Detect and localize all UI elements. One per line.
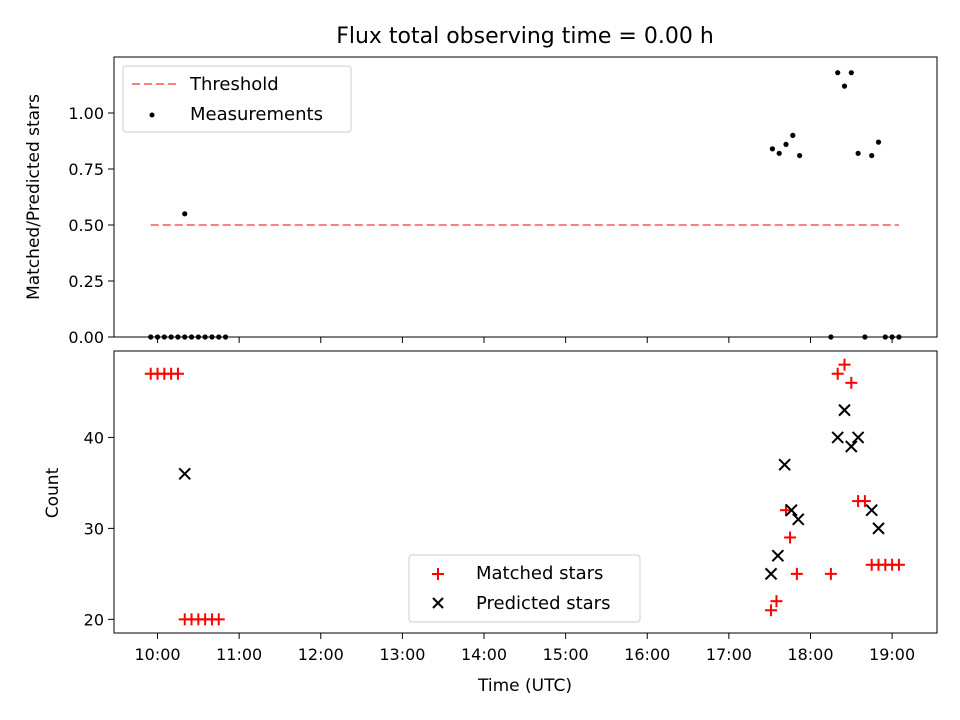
predicted-star-point (845, 440, 858, 453)
matched-star-point (845, 376, 858, 389)
measurement-point (769, 146, 776, 152)
bottom-ytick-label: 20 (84, 610, 104, 629)
bottom-xtick-label: 19:00 (869, 645, 915, 664)
measurement-point (841, 83, 848, 89)
top-ytick-label: 0.75 (68, 160, 104, 179)
bottom-xlabel: Time (UTC) (477, 676, 572, 696)
bottom-ytick-label: 40 (84, 428, 104, 447)
measurement-point (869, 152, 875, 159)
bottom-xtick-label: 14:00 (461, 645, 507, 664)
bottom-xtick-label: 13:00 (379, 645, 425, 664)
matched-star-point (784, 531, 797, 544)
top-yticks: 0.00 0.25 0.50 0.75 1.00 (68, 104, 114, 347)
top-title: Flux total observing time = 0.00 h (336, 24, 714, 49)
bottom-xtick-label: 15:00 (543, 645, 589, 664)
top-legend: Threshold Measurements (122, 65, 352, 133)
measurement-point (783, 141, 789, 147)
bottom-xtick-label: 11:00 (216, 645, 262, 664)
measurement-point (776, 150, 782, 156)
bottom-xtick-label: 10:00 (134, 645, 180, 664)
matched-star-point (824, 567, 837, 580)
bottom-xtick-label: 16:00 (624, 645, 670, 664)
measurement-point (875, 139, 882, 145)
predicted-star-point (764, 567, 778, 581)
predicted-star-point (838, 403, 851, 417)
bottom-xtick-label: 17:00 (706, 645, 752, 664)
bottom-yticks: 20 30 40 (84, 428, 114, 629)
legend-predicted-swatch (432, 597, 444, 609)
measurement-point (835, 70, 841, 76)
bottom-xticks: 10:00 11:00 12:00 13:00 14:00 15:00 16:00 17:00… (134, 633, 915, 664)
matched-star-point (790, 567, 803, 580)
matched-star-point (831, 367, 844, 380)
matched-star-point (765, 604, 778, 617)
matched-star-point (858, 495, 871, 508)
measurement-point (848, 70, 854, 76)
top-legend-box (122, 65, 352, 133)
matched-star-point (892, 558, 905, 571)
predicted-star-point (872, 522, 885, 535)
predicted-star-point (785, 503, 798, 517)
legend-measurements-swatch (149, 112, 155, 118)
measurement-point (855, 150, 861, 156)
predicted-star-point (178, 467, 191, 481)
bottom-ylabel: Count (43, 467, 63, 518)
predicted-star-point (771, 549, 785, 562)
measurement-point (790, 132, 796, 138)
matched-star-point (171, 367, 184, 380)
predicted-star-point (865, 503, 878, 517)
measurement-point (797, 152, 803, 159)
count-points (144, 358, 905, 626)
top-ytick-label: 0.00 (68, 328, 104, 347)
legend-predicted-label: Predicted stars (476, 593, 610, 614)
matched-star-point (780, 504, 793, 517)
top-ylabel: Matched/Predicted stars (24, 94, 44, 300)
top-ytick-label: 0.25 (68, 272, 104, 291)
matched-star-point (212, 613, 225, 626)
measurement-point (182, 211, 188, 217)
legend-measurements-label: Measurements (190, 104, 323, 125)
matched-star-point (770, 595, 783, 608)
bottom-ytick-label: 30 (84, 519, 104, 538)
predicted-star-point (831, 431, 844, 444)
bottom-plot-frame (113, 350, 938, 634)
legend-matched-swatch (432, 568, 444, 580)
top-plot-frame (113, 56, 938, 338)
predicted-star-point (792, 513, 805, 526)
bottom-legend: Matched stars Predicted stars (408, 554, 641, 623)
legend-matched-label: Matched stars (476, 563, 603, 584)
bottom-legend-box (408, 554, 641, 623)
predicted-star-point (778, 458, 791, 471)
top-ytick-label: 0.50 (68, 216, 104, 235)
bottom-xtick-label: 18:00 (787, 645, 833, 664)
legend-threshold-label: Threshold (189, 74, 279, 95)
top-ytick-label: 1.00 (68, 104, 104, 123)
bottom-xtick-label: 12:00 (298, 645, 344, 664)
predicted-star-point (851, 431, 865, 444)
top-panel: Flux total observing time = 0.00 h Match… (24, 24, 938, 347)
top-xtick-marks (157, 337, 893, 343)
matched-star-point (838, 358, 851, 371)
